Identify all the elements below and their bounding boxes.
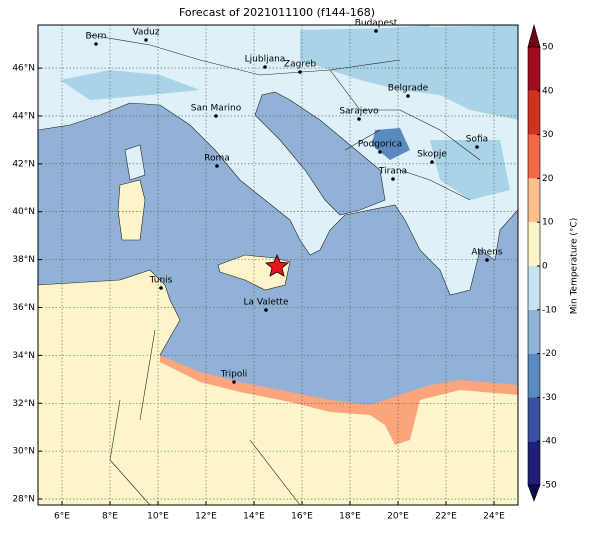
colorbar-tick-label: -20 xyxy=(542,349,557,359)
city-label: Bern xyxy=(86,32,107,42)
city-label: Zagreb xyxy=(284,60,316,70)
city-dot xyxy=(159,286,163,290)
x-tick-label: 24°E xyxy=(483,512,505,522)
city-label: San Marino xyxy=(191,104,242,114)
colorbar-label: Min Temperature (°C) xyxy=(570,218,580,315)
colorbar-tick-label: 20 xyxy=(542,174,554,184)
y-tick-label: 32°N xyxy=(12,399,35,409)
city-label: Sarajevo xyxy=(339,107,379,117)
colorbar-tick-label: 0 xyxy=(542,262,548,272)
city-label: La Valette xyxy=(244,298,289,308)
city-dot xyxy=(430,160,434,164)
x-tick-label: 12°E xyxy=(195,512,217,522)
high-ground xyxy=(60,25,518,200)
city-dot xyxy=(94,42,98,46)
city-label: Sofia xyxy=(466,135,488,145)
city-dot xyxy=(232,380,236,384)
y-tick-label: 40°N xyxy=(12,207,35,217)
city-dot xyxy=(374,29,378,33)
city-label: Tunis xyxy=(149,276,173,286)
event-star xyxy=(265,253,289,277)
colorbar-under xyxy=(527,484,541,502)
city-label: Podgorica xyxy=(358,140,402,150)
colorbar-tick-label: -40 xyxy=(542,437,557,447)
y-tick-label: 46°N xyxy=(12,64,35,74)
city-dot xyxy=(391,177,395,181)
y-tick-label: 28°N xyxy=(12,495,35,505)
x-tick-label: 10°E xyxy=(147,512,169,522)
city-dot xyxy=(378,150,382,154)
colorbar-tick-label: -30 xyxy=(542,393,557,403)
colorbar-segment xyxy=(528,47,540,91)
colorbar-tick-label: -50 xyxy=(542,481,557,491)
corsica xyxy=(124,144,146,181)
city-label: Budapest xyxy=(355,19,398,29)
city-dot xyxy=(475,145,479,149)
adriatic-sea xyxy=(254,91,386,216)
city-dot xyxy=(264,308,268,312)
colorbar-segment xyxy=(528,134,540,179)
colorbar-tick-label: -10 xyxy=(542,305,557,315)
y-tick-label: 42°N xyxy=(12,159,35,169)
colorbar-segment xyxy=(528,266,540,310)
city-label: Ljubljana xyxy=(245,55,286,65)
colorbar-segment xyxy=(528,178,540,223)
x-tick-label: 22°E xyxy=(435,512,457,522)
city-dot xyxy=(298,70,302,74)
colorbar-segment xyxy=(528,353,540,398)
city-dot xyxy=(215,164,219,168)
y-tick-label: 44°N xyxy=(12,111,35,121)
colorbar-segment xyxy=(528,309,540,354)
colorbar-segment xyxy=(528,397,540,442)
city-dot xyxy=(485,258,489,262)
x-tick-label: 20°E xyxy=(387,512,409,522)
city-dot xyxy=(144,38,148,42)
y-tick-label: 34°N xyxy=(12,351,35,361)
colorbar-over xyxy=(527,23,541,48)
x-tick-label: 18°E xyxy=(339,512,361,522)
city-dot xyxy=(406,94,410,98)
city-dot xyxy=(263,65,267,69)
colorbar-tick-label: 30 xyxy=(542,130,554,140)
colorbar-tick-label: 50 xyxy=(542,43,554,53)
city-label: Belgrade xyxy=(388,84,429,94)
colorbar-tick-label: 10 xyxy=(542,218,554,228)
y-tick-label: 38°N xyxy=(12,255,35,265)
city-label: Tripoli xyxy=(220,370,248,380)
map-frame xyxy=(37,24,519,506)
city-label: Tirana xyxy=(378,167,407,177)
x-tick-label: 14°E xyxy=(243,512,265,522)
x-tick-label: 16°E xyxy=(291,512,313,522)
x-tick-label: 6°E xyxy=(54,512,70,522)
city-label: Roma xyxy=(204,154,230,164)
city-label: Skopje xyxy=(417,150,447,160)
colorbar-segment xyxy=(528,441,540,485)
y-tick-label: 30°N xyxy=(12,447,35,457)
city-label: Athens xyxy=(471,248,502,258)
y-tick-label: 36°N xyxy=(12,303,35,313)
city-label: Vaduz xyxy=(132,28,159,38)
colorbar-segment xyxy=(528,222,540,266)
colorbar-tick-label: 40 xyxy=(542,86,554,96)
colorbar-segment xyxy=(528,90,540,135)
title: Forecast of 2021011100 (f144-168) xyxy=(179,6,375,19)
city-dot xyxy=(357,117,361,121)
city-dot xyxy=(214,114,218,118)
x-tick-label: 8°E xyxy=(102,512,118,522)
sardinia xyxy=(117,179,146,241)
